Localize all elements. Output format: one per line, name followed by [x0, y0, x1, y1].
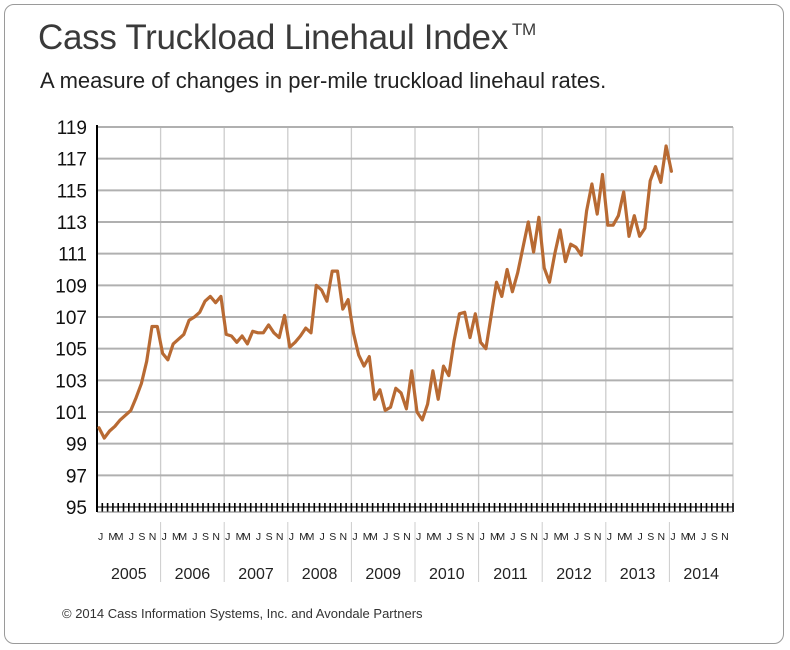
month-tick-label: J [225, 531, 230, 543]
month-tick-label: N [403, 531, 411, 543]
month-tick-label: N [721, 531, 729, 543]
month-tick-label: N [149, 531, 157, 543]
year-label: 2013 [620, 566, 656, 583]
month-tick-label: M [369, 531, 378, 543]
month-tick-label: M [496, 531, 505, 543]
month-tick-label: M [108, 531, 117, 543]
y-tick-label: 117 [57, 150, 87, 171]
month-tick-label: J [670, 531, 675, 543]
chart-title: Cass Truckload Linehaul Index TM [38, 18, 536, 58]
month-tick-label: N [340, 531, 348, 543]
y-tick-label: 103 [55, 371, 87, 392]
month-tick-label: M [242, 531, 251, 543]
year-label: 2007 [238, 566, 274, 583]
month-tick-label: J [289, 531, 294, 543]
month-tick-label: J [574, 531, 579, 543]
month-tick-label: J [510, 531, 515, 543]
month-tick-label: S [138, 531, 145, 543]
year-label: 2014 [683, 566, 719, 583]
month-tick-label: S [520, 531, 527, 543]
month-tick-label: M [433, 531, 442, 543]
month-tick-label: S [329, 531, 336, 543]
month-tick-label: M [617, 531, 626, 543]
year-label: 2005 [111, 566, 147, 583]
month-tick-label: J [543, 531, 548, 543]
month-tick-label: M [681, 531, 690, 543]
y-tick-label: 115 [57, 181, 87, 202]
month-tick-label: J [701, 531, 706, 543]
y-tick-label: 119 [57, 118, 87, 139]
year-label: 2011 [493, 566, 528, 583]
month-tick-label: M [560, 531, 569, 543]
year-label: 2009 [365, 566, 401, 583]
month-tick-label: N [594, 531, 602, 543]
month-tick-label: S [584, 531, 591, 543]
y-tick-label: 97 [66, 466, 87, 487]
chart-subtitle: A measure of changes in per-mile trucklo… [40, 68, 607, 93]
month-tick-label: J [607, 531, 612, 543]
y-tick-label: 111 [58, 245, 87, 266]
month-tick-label: M [490, 531, 499, 543]
month-tick-label: J [98, 531, 103, 543]
month-tick-label: M [624, 531, 633, 543]
trademark: TM [511, 20, 536, 39]
month-tick-label: J [352, 531, 357, 543]
month-tick-label: M [115, 531, 124, 543]
month-tick-label: S [202, 531, 209, 543]
month-tick-label: J [638, 531, 643, 543]
month-tick-label: S [393, 531, 400, 543]
month-tick-label: J [256, 531, 261, 543]
month-tick-label: S [456, 531, 463, 543]
month-tick-label: N [467, 531, 475, 543]
month-tick-label: M [363, 531, 372, 543]
month-tick-label: S [647, 531, 654, 543]
month-tick-label: M [172, 531, 181, 543]
y-tick-label: 99 [66, 435, 87, 456]
month-tick-label: J [416, 531, 421, 543]
year-label: 2012 [556, 566, 592, 583]
copyright-notice: © 2014 Cass Information Systems, Inc. an… [62, 606, 423, 621]
month-tick-label: J [480, 531, 485, 543]
month-tick-label: J [129, 531, 134, 543]
month-tick-label: N [276, 531, 284, 543]
y-tick-label: 109 [55, 276, 87, 297]
y-tick-label: 107 [55, 308, 87, 329]
y-tick-label: 105 [55, 340, 87, 361]
month-tick-label: J [383, 531, 388, 543]
month-tick-label: M [306, 531, 315, 543]
month-tick-label: M [236, 531, 245, 543]
chart-frame [4, 4, 784, 644]
title-text: Cass Truckload Linehaul Index [38, 18, 508, 57]
month-tick-label: S [266, 531, 273, 543]
y-tick-label: 95 [66, 498, 87, 519]
year-label: 2008 [302, 566, 338, 583]
month-tick-label: N [212, 531, 220, 543]
year-label: 2006 [175, 566, 211, 583]
month-tick-label: M [178, 531, 187, 543]
month-tick-label: J [162, 531, 167, 543]
y-tick-label: 101 [55, 403, 87, 424]
month-tick-label: N [658, 531, 666, 543]
month-tick-label: N [530, 531, 538, 543]
month-tick-label: S [711, 531, 718, 543]
month-tick-label: J [320, 531, 325, 543]
month-tick-label: M [299, 531, 308, 543]
month-tick-label: M [426, 531, 435, 543]
month-tick-label: M [554, 531, 563, 543]
month-tick-label: J [447, 531, 452, 543]
year-label: 2010 [429, 566, 465, 583]
y-tick-label: 113 [57, 213, 87, 234]
month-tick-label: J [192, 531, 197, 543]
month-tick-label: M [687, 531, 696, 543]
